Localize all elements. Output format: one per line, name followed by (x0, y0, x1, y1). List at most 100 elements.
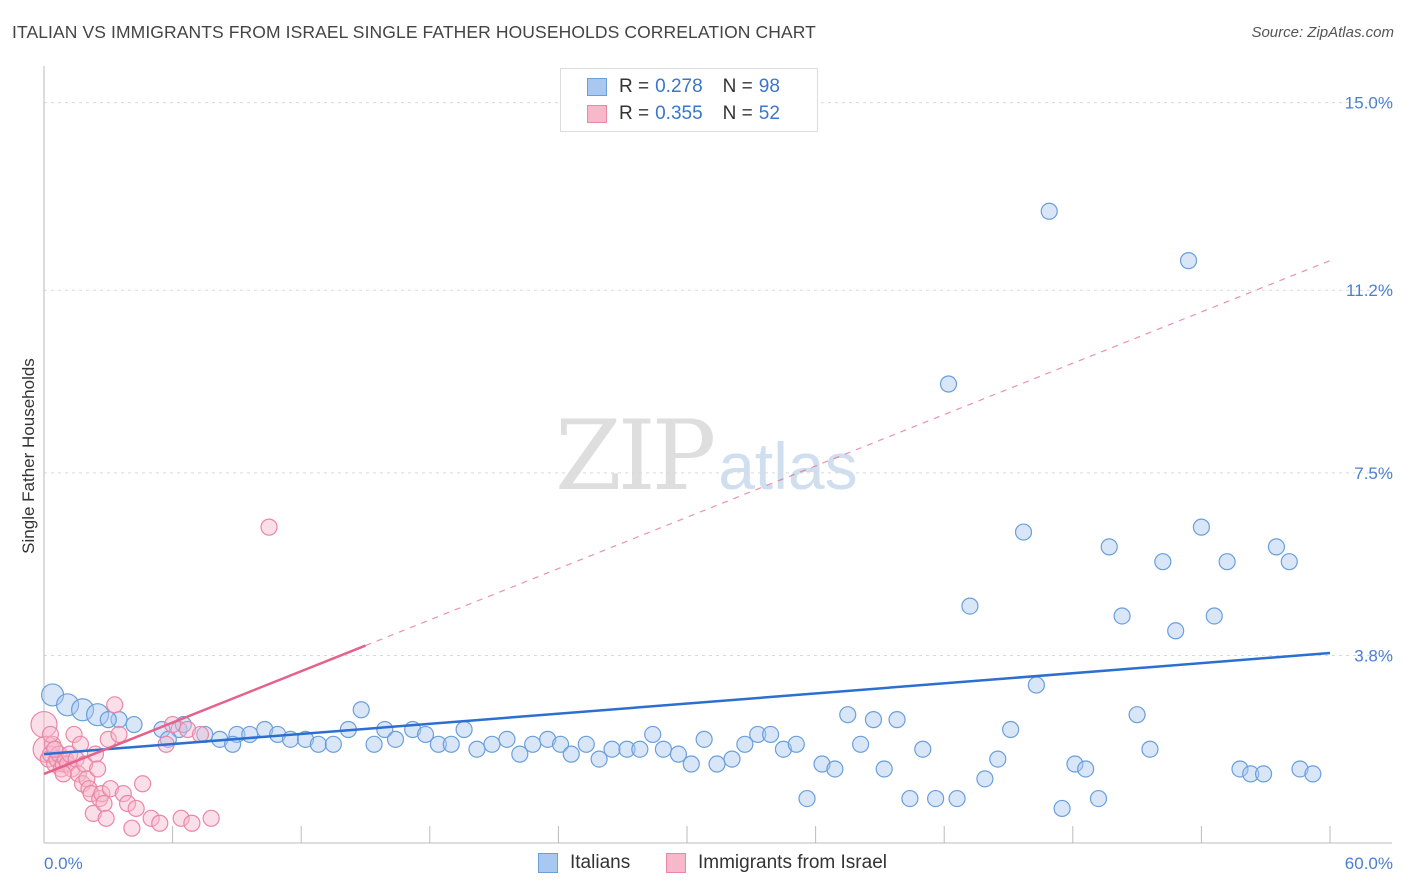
israel-point (151, 814, 169, 832)
italians-point (798, 789, 816, 808)
legend-row-italians: R = 0.278 N = 98 (587, 74, 780, 100)
italians-point (826, 760, 844, 778)
italians-point (813, 755, 831, 773)
tick-labels: 3.8% 7.5% 11.2% 15.0% 0.0% 60.0% Single Father… (19, 94, 1393, 873)
italians-point (1231, 760, 1249, 778)
y-tick-label: 15.0% (1345, 94, 1393, 113)
italians-point (468, 740, 486, 758)
italians-point (1205, 607, 1223, 625)
legend-r-value: 0.278 (655, 76, 703, 97)
israel-swatch (587, 105, 607, 123)
italians-point (749, 725, 767, 744)
series-legend: Italians Immigrants from Israel (0, 852, 1406, 878)
israel-point (114, 785, 132, 803)
italians-point (1267, 538, 1286, 556)
italians-point (590, 750, 608, 768)
italians-point (695, 730, 713, 748)
italians-point (669, 745, 688, 763)
legend-r-label: R = (619, 103, 650, 124)
y-tick-label: 7.5% (1354, 464, 1393, 483)
italians-point (939, 375, 958, 393)
israel-point (142, 809, 160, 827)
italians-point (1254, 765, 1273, 783)
israel-point (172, 809, 190, 827)
italians-point (901, 789, 919, 808)
y-tick-label: 3.8% (1354, 646, 1393, 665)
israel-points (30, 518, 278, 837)
israel-point (123, 819, 141, 837)
italians-point (524, 735, 542, 753)
israel-point (110, 725, 128, 744)
israel-point (88, 760, 107, 778)
trend-lines (43, 260, 1331, 776)
israel-point (127, 799, 145, 818)
israel-trend-line (43, 644, 366, 776)
italians-point (761, 725, 780, 744)
italians-points (40, 202, 1322, 818)
italians-point (1089, 789, 1108, 808)
italians-point (70, 698, 95, 722)
italians-point (948, 789, 966, 808)
italians-point (1040, 202, 1058, 220)
israel-point (118, 794, 137, 813)
israel-point (179, 720, 197, 739)
italians-point (774, 740, 793, 758)
italians-point (1077, 760, 1095, 778)
italians-point (1066, 755, 1084, 773)
legend-n-label: N = (722, 76, 753, 97)
israel-point (202, 809, 220, 827)
italians-point (125, 715, 143, 734)
legend-r-value: 0.355 (655, 103, 703, 124)
y-tick-label: 11.2% (1346, 281, 1393, 300)
x-tick-label: 0.0% (44, 854, 83, 873)
correlation-legend: R = 0.278 N = 98 R = 0.355 N = 52 (560, 68, 818, 132)
italians-point (1179, 252, 1198, 270)
israel-point (69, 765, 87, 783)
italians-point (386, 730, 405, 748)
israel-point (101, 780, 120, 798)
italians-point (498, 730, 516, 748)
italians-point (1027, 676, 1045, 694)
x-tick-label: 60.0% (1345, 854, 1393, 873)
legend-n-value: 52 (758, 103, 780, 124)
italians-point (85, 703, 110, 727)
italians-point (1100, 538, 1118, 556)
israel-trend-extension (365, 260, 1331, 647)
italians-point (1291, 760, 1309, 778)
israel-point (41, 725, 60, 744)
italians-point (631, 740, 649, 758)
italians-point (723, 750, 741, 768)
legend-n-value: 98 (758, 76, 780, 97)
italians-point (736, 735, 754, 753)
source-label: Source: ZipAtlas.com (1251, 24, 1394, 41)
israel-point (30, 710, 58, 739)
italians-point (618, 740, 636, 758)
italians-point (1192, 518, 1211, 536)
italians-point (1218, 553, 1236, 571)
italians-point (1154, 553, 1172, 571)
italians-point (888, 711, 906, 729)
italians-point (577, 735, 595, 753)
chart-title: ITALIAN VS IMMIGRANTS FROM ISRAEL SINGLE… (12, 22, 816, 42)
italians-point (839, 706, 857, 724)
israel-point (260, 518, 278, 536)
legend-label-israel: Immigrants from Israel (698, 852, 887, 873)
italians-point (376, 720, 394, 739)
israel-point (97, 809, 115, 827)
italians-point (324, 735, 342, 753)
legend-r-label: R = (619, 76, 650, 97)
israel-point (191, 725, 210, 744)
italians-point (562, 745, 580, 763)
italians-point (1113, 607, 1131, 625)
italians-point (416, 725, 435, 744)
watermark-atlas: atlas (718, 429, 858, 503)
italians-point (1304, 765, 1322, 783)
legend-item-italians[interactable]: Italians (538, 852, 630, 874)
legend-item-israel[interactable]: Immigrants from Israel (666, 852, 887, 874)
italians-point (1280, 553, 1298, 571)
italians-point (442, 735, 460, 753)
italians-point (511, 745, 529, 763)
italians-point (708, 755, 726, 773)
italians-point (989, 750, 1007, 768)
